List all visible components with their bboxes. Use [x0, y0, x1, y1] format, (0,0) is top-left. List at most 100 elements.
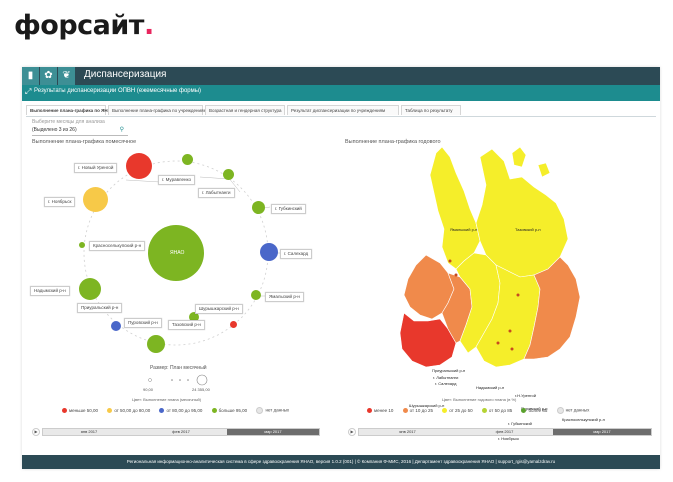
left-timeline[interactable]: янв 2017 фев 2017 мар 2017	[42, 428, 320, 436]
bubble-yanao-center[interactable]	[148, 225, 204, 281]
forsight-logo: форсайт.	[14, 10, 154, 41]
right-legend: менее 10 от 10 до 25 от 25 до 50 от 50 д…	[367, 407, 597, 414]
label-nadymsky: Надымский р-н	[30, 286, 70, 296]
legend-item: менее 10	[367, 408, 393, 413]
dot-salekhard[interactable]	[454, 273, 458, 277]
tab-results-institutions[interactable]: Результат диспансеризации по учреждениям	[287, 105, 399, 115]
region-gydan-tip[interactable]	[511, 146, 527, 168]
map-label-labytnangi: г. Лабытнанги	[433, 375, 459, 380]
label-muravlenko: г. Муравленко	[158, 175, 196, 185]
label-purovsky: Пуровский р-н	[124, 318, 162, 328]
hands-icon[interactable]: ❦	[58, 67, 76, 85]
breadcrumb: Результаты диспансеризации ОПВН (ежемеся…	[34, 88, 202, 94]
left-legend: меньше 50,00 от 50,00 до 80,00 от 80,00 …	[62, 407, 297, 414]
bubble-nadymsky[interactable]	[79, 278, 101, 300]
bubble-novy-urengoy[interactable]	[126, 153, 152, 179]
map-label-yamalsky: Ямальский р-н	[450, 227, 478, 232]
right-panel-title: Выполнение плана-графика годового	[345, 139, 441, 145]
bubble-salekhard[interactable]	[260, 243, 278, 261]
tab-plan-institutions[interactable]: Выполнение плана-графика по учреждениям	[108, 105, 207, 115]
bubble-shuryshkarsky[interactable]	[230, 321, 237, 328]
legend-label: менее 10	[374, 407, 394, 413]
bubble-tazovsky[interactable]	[189, 312, 199, 322]
bubble-noyabrsk[interactable]	[83, 187, 108, 212]
region-shuryshkarsky[interactable]	[400, 312, 457, 368]
right-timeline[interactable]: янв 2017 фев 2017 мар 2017	[358, 428, 652, 436]
lotus-icon[interactable]: ✿	[40, 67, 58, 85]
map-label-krasnoselkupsky: Красноселькупский р-н	[562, 417, 605, 422]
app-window: ▮ ✿ ❦ Диспансеризация ⤢ Результаты диспа…	[22, 67, 660, 469]
dot-gubkinsky[interactable]	[508, 329, 512, 333]
map-label-noyabrsk: г. Ноябрьск	[498, 436, 519, 441]
tab-age-gender[interactable]: Возрастная и гендерная структура	[205, 105, 285, 115]
legend-label: больше 95,00	[218, 407, 248, 413]
bubble-yamalsky[interactable]	[251, 290, 261, 300]
timeline-jan[interactable]: янв 2017	[80, 429, 98, 434]
label-noyabrsk: г. Ноябрьск	[44, 197, 76, 207]
legend-label: нет данных	[565, 407, 590, 413]
search-icon[interactable]: ⚲	[119, 127, 124, 133]
region-krasnoselkupsky[interactable]	[523, 256, 581, 360]
legend-label: более 85	[528, 407, 548, 413]
bubble-priuralsky[interactable]	[147, 335, 165, 353]
dot-muravlenko[interactable]	[496, 341, 500, 345]
bubble-gubkinsky[interactable]	[252, 201, 265, 214]
region-purovsky[interactable]	[475, 264, 541, 368]
map-label-priuralsky: Приуральский р-н	[432, 368, 466, 373]
map-label-tazovsky: Тазовский р-н	[515, 227, 541, 232]
timeline-feb[interactable]: фев 2017	[495, 429, 514, 434]
region-island[interactable]	[537, 162, 551, 178]
timeline-mar[interactable]: мар 2017	[227, 429, 319, 435]
region-tazovsky[interactable]	[475, 148, 569, 278]
size-max: 24 355,00	[192, 387, 210, 392]
legend-dot	[367, 408, 372, 413]
size-scale	[148, 374, 208, 386]
left-color-caption: Цвет: Выполнение плана (месячный)	[132, 397, 202, 402]
label-priuralsky: Приуральский р-н	[77, 303, 123, 313]
label-labytnangi: г. Лабытнанги	[198, 188, 235, 198]
region-yamalsky[interactable]	[429, 146, 481, 270]
app-title: Диспансеризация	[84, 69, 167, 80]
month-filter-input[interactable]: (Выделено 3 из 26) ⚲	[32, 127, 128, 136]
bubble-labytnangi[interactable]	[223, 169, 234, 180]
label-shuryshkarsky: Шурышкарский р-н	[195, 304, 243, 314]
tab-results-table[interactable]: Таблица по результату	[401, 105, 461, 115]
expand-icon[interactable]: ⤢	[25, 87, 32, 96]
right-play-button[interactable]: ▶	[348, 428, 356, 436]
legend-label: от 50 до 85	[488, 407, 513, 413]
right-color-caption: Цвет: Выполнение годового плана (в %)	[442, 397, 517, 402]
legend-item: от 10 до 25	[402, 408, 433, 413]
legend-label: от 25 до 50	[449, 407, 473, 413]
bubble-purovsky[interactable]	[111, 321, 121, 331]
map-label-nadymsky: Надымский р-н	[476, 385, 505, 390]
filter-placeholder: Выберите месяцы для анализа	[32, 119, 105, 125]
timeline-feb[interactable]: фев 2017	[172, 429, 190, 434]
legend-dot	[442, 408, 448, 413]
bubble-muravlenko[interactable]	[182, 154, 193, 165]
map-label-purovsky: Пуровский р-н	[521, 406, 548, 411]
legend-dot	[481, 408, 487, 413]
legend-item: меньше 50,00	[62, 408, 98, 413]
legend-dot	[402, 408, 408, 413]
legend-dot	[159, 408, 165, 413]
bubble-krasnoselkupsky[interactable]	[79, 242, 85, 248]
dot-labytnangi[interactable]	[448, 259, 452, 263]
region-map[interactable]	[400, 143, 600, 388]
dot-noyabrsk[interactable]	[510, 347, 514, 351]
left-play-button[interactable]: ▶	[32, 428, 40, 436]
dot-novy-urengoy[interactable]	[516, 293, 520, 297]
legend-label: меньше 50,00	[69, 407, 99, 413]
legend-item: более 85	[521, 408, 547, 413]
legend-dot	[107, 408, 113, 413]
map-label-salekhard: г. Салехард	[435, 381, 457, 386]
timeline-jan[interactable]: янв 2017	[399, 429, 416, 434]
bar-chart-icon[interactable]: ▮	[22, 67, 40, 85]
footer: Региональная информационно-аналитическая…	[22, 455, 660, 469]
timeline-mar[interactable]: мар 2017	[553, 429, 651, 435]
logo-dot: .	[143, 10, 154, 41]
tab-ya-nao-plan[interactable]: Выполнение плана-графика по ЯНАО	[26, 105, 114, 115]
legend-dot	[211, 408, 217, 413]
legend-label: нет данных	[265, 407, 290, 413]
legend-item: от 50 до 85	[481, 407, 513, 413]
legend-item: от 50,00 до 80,00	[107, 408, 150, 413]
